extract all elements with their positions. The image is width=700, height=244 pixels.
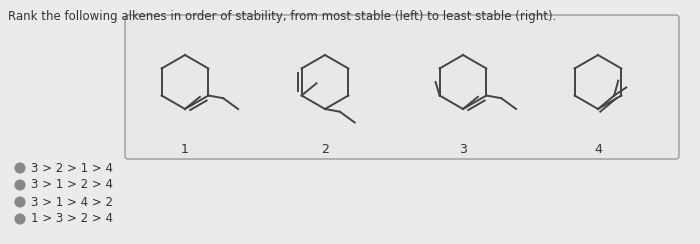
- Text: Rank the following alkenes in order of stability, from most stable (left) to lea: Rank the following alkenes in order of s…: [8, 10, 557, 23]
- Circle shape: [15, 180, 25, 190]
- Text: 4: 4: [594, 143, 602, 156]
- Text: 3 > 2 > 1 > 4: 3 > 2 > 1 > 4: [31, 162, 113, 174]
- Text: 1: 1: [181, 143, 189, 156]
- Circle shape: [15, 214, 25, 224]
- Text: 3 > 1 > 2 > 4: 3 > 1 > 2 > 4: [31, 179, 113, 192]
- Text: 3: 3: [459, 143, 467, 156]
- Circle shape: [15, 163, 25, 173]
- FancyBboxPatch shape: [125, 15, 679, 159]
- Text: 2: 2: [321, 143, 329, 156]
- Text: 3 > 1 > 4 > 2: 3 > 1 > 4 > 2: [31, 195, 113, 209]
- Text: 1 > 3 > 2 > 4: 1 > 3 > 2 > 4: [31, 213, 113, 225]
- Circle shape: [15, 197, 25, 207]
